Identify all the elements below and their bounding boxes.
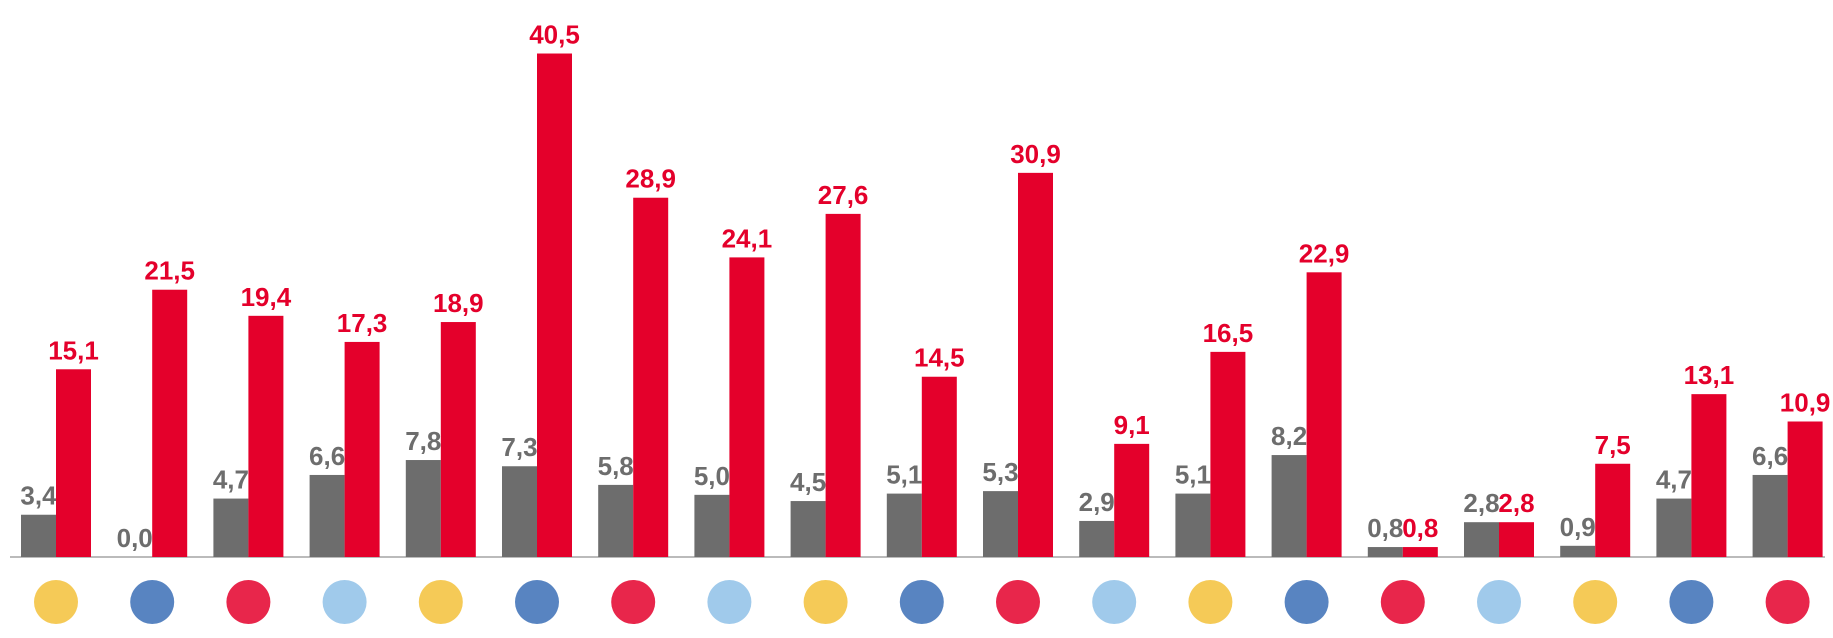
category-icon: [515, 580, 559, 624]
category-icon: [1765, 580, 1810, 624]
bar: [56, 369, 91, 557]
data-label: 7,5: [1595, 430, 1631, 460]
category-icon: [707, 580, 752, 624]
data-label: 4,7: [1656, 465, 1692, 495]
data-label: 22,9: [1299, 238, 1350, 268]
data-label: 4,7: [213, 465, 249, 495]
category-icon: [130, 580, 175, 624]
data-label: 18,9: [433, 288, 484, 318]
bar: [1175, 493, 1211, 557]
data-label: 6,6: [309, 441, 345, 471]
data-label: 5,0: [694, 461, 730, 491]
bar: [405, 460, 441, 557]
bar: [886, 493, 922, 557]
bar: [729, 257, 765, 557]
data-label: 0,8: [1367, 513, 1403, 543]
category-icon: [611, 580, 656, 624]
bar: [440, 322, 476, 557]
bar: [983, 491, 1018, 557]
category-icon: [1669, 580, 1714, 624]
bar: [790, 501, 826, 557]
bar: [1595, 463, 1631, 557]
category-icon: [1092, 580, 1137, 624]
data-label: 27,6: [818, 180, 869, 210]
data-label: 6,6: [1752, 441, 1788, 471]
data-label: 28,9: [625, 164, 676, 194]
bar: [344, 341, 380, 557]
bar: [1499, 522, 1534, 557]
bar: [213, 498, 249, 557]
category-icon: [1573, 580, 1618, 624]
bar: [1306, 272, 1342, 557]
data-label: 0,0: [117, 523, 153, 553]
bar: [21, 514, 56, 557]
data-label: 5,1: [886, 460, 922, 490]
data-label: 4,5: [790, 467, 826, 497]
bar: [1464, 522, 1499, 557]
data-label: 14,5: [914, 343, 965, 373]
category-icon: [418, 580, 463, 624]
data-label: 21,5: [144, 256, 195, 286]
bar: [1402, 547, 1438, 557]
bar: [309, 474, 345, 557]
data-label: 3,4: [20, 481, 57, 511]
category-icon: [226, 580, 271, 624]
data-label: 17,3: [337, 308, 388, 338]
bar: [537, 53, 572, 558]
category-icon: [322, 580, 367, 624]
bar: [633, 197, 669, 557]
bar: [598, 484, 634, 557]
bar: [502, 466, 537, 557]
data-label: 2,8: [1498, 488, 1534, 518]
data-label: 2,9: [1079, 487, 1115, 517]
data-label: 16,5: [1203, 318, 1254, 348]
category-icon: [1188, 580, 1233, 624]
bar: [1752, 474, 1788, 557]
bar: [1656, 498, 1692, 557]
data-label: 24,1: [722, 223, 773, 253]
data-label: 15,1: [48, 335, 99, 365]
bar: [152, 289, 188, 557]
data-label: 13,1: [1684, 360, 1735, 390]
bar: [921, 376, 957, 557]
category-icon: [803, 580, 848, 624]
bar: [1210, 351, 1246, 557]
bar: [248, 315, 284, 557]
data-label: 0,9: [1560, 512, 1596, 542]
data-label: 7,3: [501, 432, 537, 462]
bar: [1560, 545, 1596, 557]
data-label: 9,1: [1114, 410, 1150, 440]
category-icon: [1284, 580, 1329, 624]
bar: [1018, 172, 1053, 557]
category-icon: [996, 580, 1040, 624]
category-icon: [34, 580, 78, 624]
data-label: 2,8: [1463, 488, 1499, 518]
bar: [1367, 547, 1403, 557]
category-icon: [1477, 580, 1521, 624]
data-label: 5,8: [598, 451, 634, 481]
bar: [1787, 421, 1823, 557]
data-label: 30,9: [1010, 139, 1061, 169]
data-label: 7,8: [405, 426, 441, 456]
data-label: 5,1: [1175, 460, 1211, 490]
data-label: 40,5: [529, 20, 580, 50]
category-icon: [899, 580, 944, 624]
data-label: 8,2: [1271, 421, 1307, 451]
bar: [694, 494, 730, 557]
data-label: 19,4: [241, 282, 292, 312]
bar: [1271, 455, 1307, 557]
bar: [1691, 394, 1727, 557]
data-label: 0,8: [1402, 513, 1438, 543]
data-label: 5,3: [982, 457, 1018, 487]
category-icon: [1380, 580, 1425, 624]
bar: [1079, 520, 1115, 557]
data-label: 10,9: [1780, 387, 1831, 417]
bar: [825, 213, 861, 557]
bar: [1114, 443, 1150, 557]
